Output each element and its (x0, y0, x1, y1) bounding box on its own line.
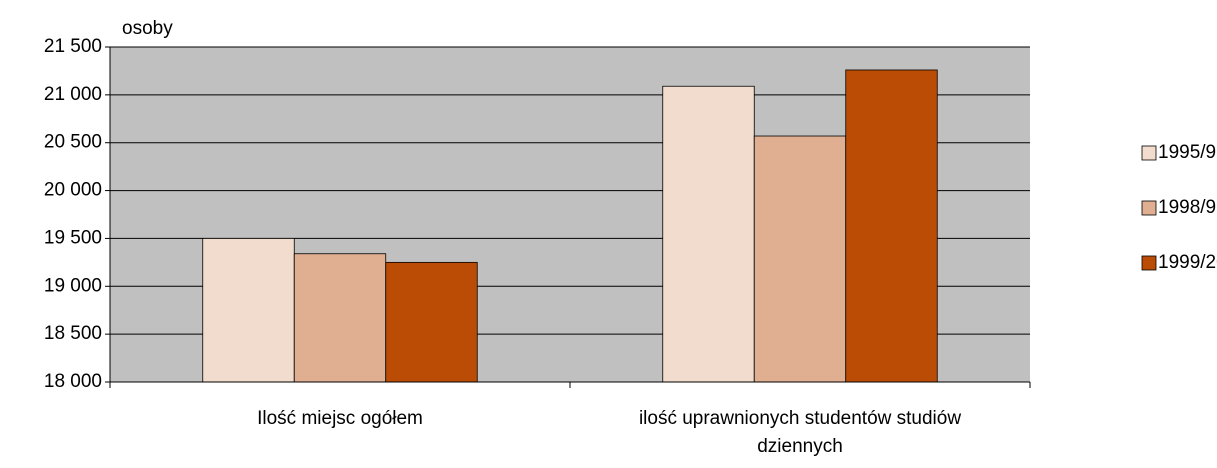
y-tick-label: 21 500 (44, 36, 102, 57)
legend-label: 1998/99 (1158, 197, 1217, 218)
bar (662, 85, 755, 383)
bar (202, 238, 295, 383)
y-tick-label: 20 000 (44, 180, 102, 201)
y-tick-label: 21 000 (44, 84, 102, 105)
y-tick-label: 18 000 (44, 371, 102, 392)
bar (845, 69, 938, 383)
y-tick-label: 18 500 (44, 323, 102, 344)
legend-label: 1995/96 (1158, 142, 1217, 163)
bar (385, 261, 478, 383)
y-tick-label: 19 500 (44, 227, 102, 248)
x-tick-label: ilość uprawnionych studentów studiów dzi… (638, 408, 962, 457)
x-tick-label: Ilość miejsc ogółem (257, 408, 423, 429)
bar (293, 253, 387, 383)
y-tick-label: 19 000 (44, 275, 102, 296)
y-axis-label: osoby (122, 18, 173, 39)
bar (753, 135, 847, 383)
legend-swatch (1141, 255, 1157, 271)
y-tick-label: 20 500 (44, 132, 102, 153)
legend-swatch (1141, 145, 1157, 161)
legend-swatch (1141, 200, 1157, 216)
